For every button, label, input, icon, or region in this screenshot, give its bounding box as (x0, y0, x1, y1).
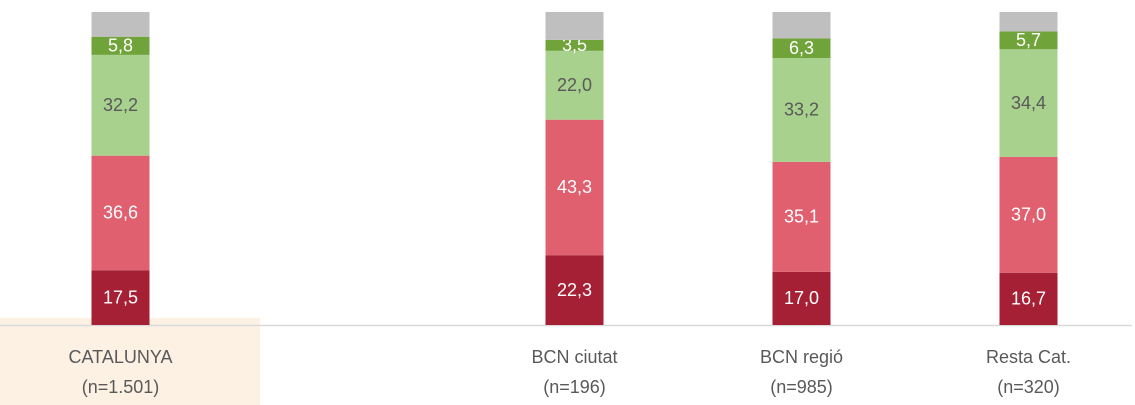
background-watermark (0, 318, 260, 405)
bar-segment (772, 161, 831, 272)
bar-segment (91, 12, 150, 37)
bar-segment (545, 50, 604, 120)
data-label: 17,5 (103, 287, 138, 307)
bar-segment (999, 272, 1058, 325)
bar-segment (545, 12, 604, 40)
x-tick-label: (n=196) (543, 377, 606, 397)
bar-segment (545, 39, 604, 51)
data-label: 34,4 (1011, 93, 1046, 113)
bar-segment (772, 58, 831, 162)
bar-segment (545, 119, 604, 256)
bar-segment (772, 12, 831, 39)
x-tick-label: (n=1.501) (82, 377, 160, 397)
bar-segment (999, 156, 1058, 273)
x-tick-label: CATALUNYA (68, 347, 172, 367)
data-label: 5,7 (1016, 30, 1041, 50)
bar-segment (999, 12, 1058, 32)
data-label: 43,3 (557, 177, 592, 197)
data-label: 37,0 (1011, 205, 1046, 225)
data-label: 33,2 (784, 100, 819, 120)
bar-segment (91, 54, 150, 156)
data-label: 36,6 (103, 203, 138, 223)
x-tick-label: (n=985) (770, 377, 833, 397)
data-label: 22,0 (557, 75, 592, 95)
data-label: 22,3 (557, 280, 592, 300)
x-tick-label: BCN regió (760, 347, 843, 367)
bar-segment (772, 271, 831, 325)
data-label: 32,2 (103, 95, 138, 115)
bar-segment (91, 36, 150, 55)
bar-segment (545, 255, 604, 325)
data-label: 35,1 (784, 207, 819, 227)
bar-segment (772, 38, 831, 59)
x-tick-label: Resta Cat. (986, 347, 1071, 367)
data-label: 6,3 (789, 38, 814, 58)
data-label: 17,0 (784, 288, 819, 308)
bar-segment (999, 31, 1058, 50)
x-tick-label: (n=320) (997, 377, 1060, 397)
bar-segment (999, 49, 1058, 157)
bar-segment (91, 270, 150, 325)
data-label: 3,5 (562, 35, 587, 55)
x-tick-label: BCN ciutat (531, 347, 617, 367)
data-label: 5,8 (108, 36, 133, 56)
bar-segment (91, 155, 150, 271)
data-label: 16,7 (1011, 289, 1046, 309)
